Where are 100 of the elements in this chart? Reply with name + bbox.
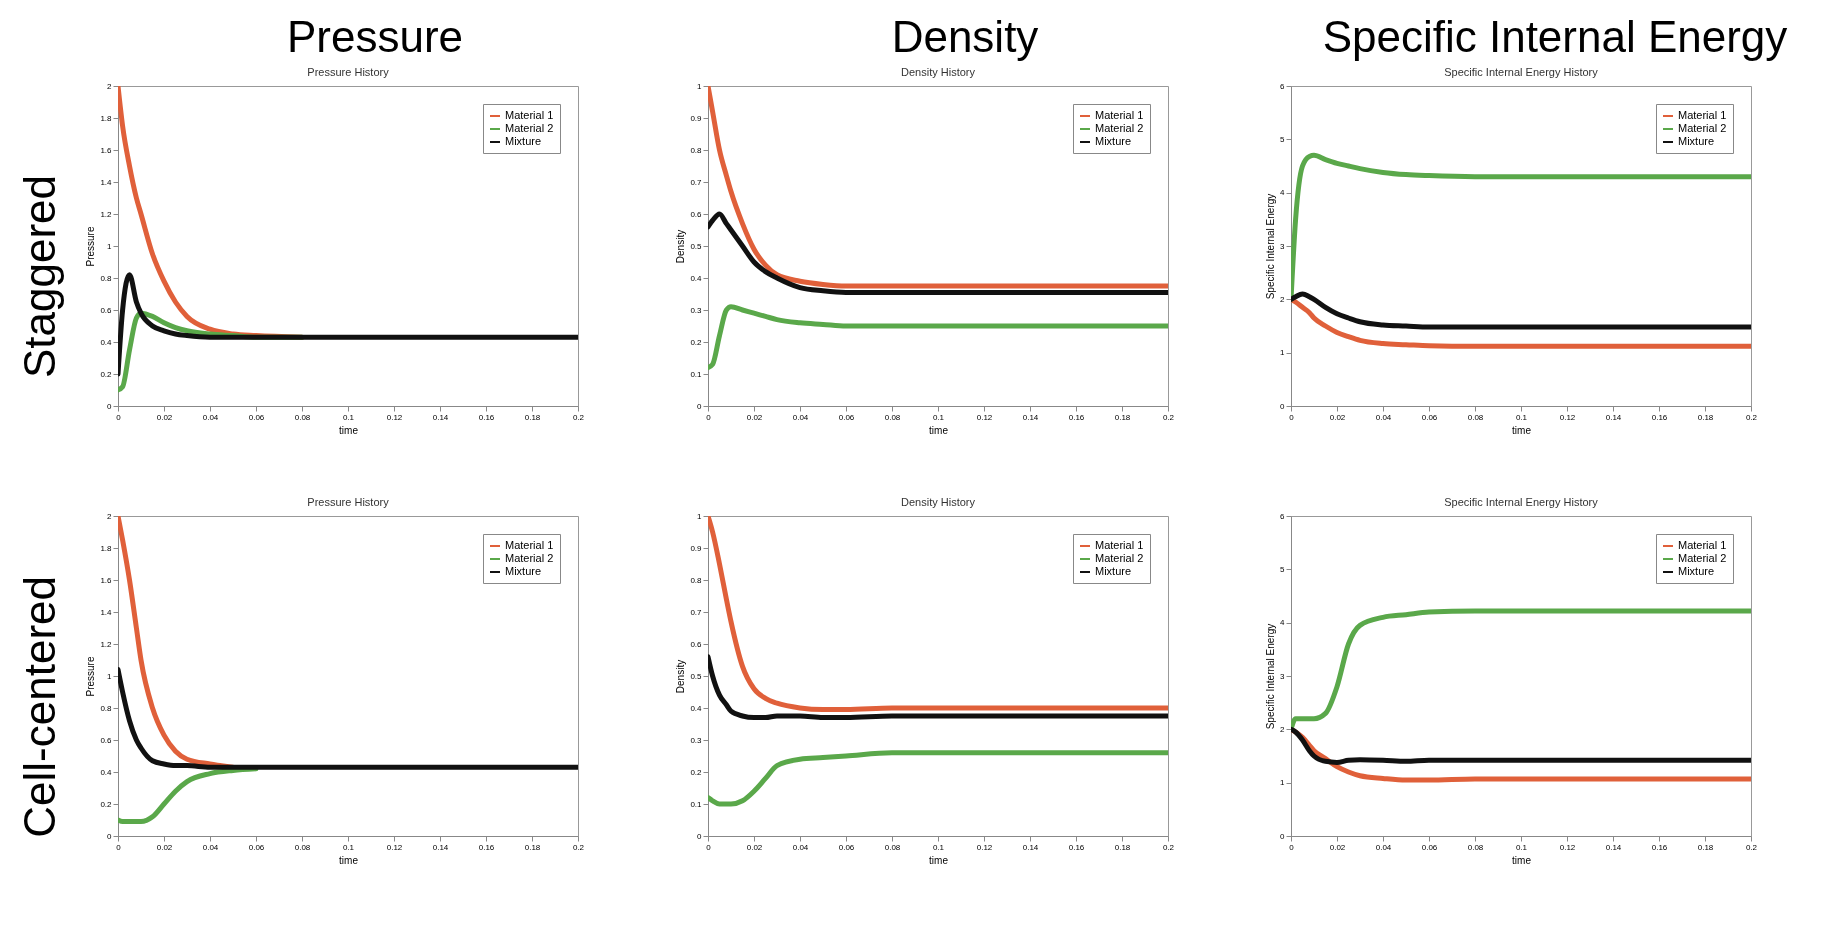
legend-label: Mixture	[1678, 565, 1715, 577]
x-tick-label: 0.1	[342, 842, 355, 852]
y-axis-title: Pressure	[85, 656, 97, 697]
x-tick-label: 0.06	[1421, 412, 1438, 422]
x-tick-label: 0.04	[202, 412, 219, 422]
y-tick-label: 1.2	[100, 209, 113, 219]
y-tick-label: 1	[697, 81, 703, 91]
x-tick-label: 0.02	[1329, 412, 1346, 422]
text: Cell-centered	[15, 576, 65, 838]
x-tick-label: 0.18	[524, 412, 541, 422]
x-tick-label: 0.18	[1697, 842, 1714, 852]
x-axis-title: time	[1512, 854, 1532, 866]
x-tick-label: 0.14	[1605, 412, 1622, 422]
y-tick-label: 0	[1280, 401, 1286, 411]
x-axis-title: time	[929, 854, 949, 866]
y-tick-label: 0	[1280, 831, 1286, 841]
y-tick-label: 3	[1280, 671, 1286, 681]
text: Specific Internal Energy	[1321, 12, 1789, 62]
x-tick-label: 0.18	[1114, 412, 1131, 422]
y-axis-title: Pressure	[85, 226, 97, 267]
x-tick-label: 0.06	[1421, 842, 1438, 852]
legend-label: Material 1	[505, 109, 554, 121]
chart-title: Pressure History	[307, 496, 390, 508]
x-tick-label: 0.2	[572, 412, 585, 422]
x-tick-label: 0	[116, 412, 122, 422]
x-tick-label: 0.12	[1559, 842, 1576, 852]
x-axis-title: time	[339, 424, 359, 436]
x-tick-label: 0	[1289, 412, 1295, 422]
y-tick-label: 0.3	[690, 735, 703, 745]
y-tick-label: 0	[107, 401, 113, 411]
text: Density	[890, 12, 1040, 62]
x-tick-label: 0	[1289, 842, 1295, 852]
chart-title: Pressure History	[307, 66, 390, 78]
y-tick-label: 1.4	[100, 607, 113, 617]
chart-title: Specific Internal Energy History	[1444, 66, 1599, 78]
y-tick-label: 0.2	[100, 799, 113, 809]
y-tick-label: 3	[1280, 241, 1286, 251]
y-tick-label: 0	[697, 401, 703, 411]
y-tick-label: 5	[1280, 134, 1286, 144]
y-tick-label: 0.5	[690, 671, 703, 681]
x-tick-label: 0.08	[884, 842, 901, 852]
x-tick-label: 0.12	[976, 842, 993, 852]
x-tick-label: 0.12	[386, 842, 403, 852]
x-tick-label: 0	[706, 412, 712, 422]
legend-label: Material 2	[1678, 122, 1727, 134]
chart-title: Density History	[901, 66, 976, 78]
legend-label: Mixture	[1095, 565, 1132, 577]
x-tick-label: 0.06	[248, 842, 265, 852]
x-tick-label: 0.2	[1745, 842, 1758, 852]
x-tick-label: 0.14	[1605, 842, 1622, 852]
y-tick-label: 6	[1280, 511, 1286, 521]
chart-title: Specific Internal Energy History	[1444, 496, 1599, 508]
legend-label: Material 1	[1678, 539, 1727, 551]
x-tick-label: 0.16	[1651, 412, 1668, 422]
y-tick-label: 0.9	[690, 113, 703, 123]
x-tick-label: 0	[116, 842, 122, 852]
y-tick-label: 6	[1280, 81, 1286, 91]
x-tick-label: 0.1	[342, 412, 355, 422]
legend-label: Material 2	[1678, 552, 1727, 564]
y-tick-label: 0.2	[100, 369, 113, 379]
y-tick-label: 0.1	[690, 369, 703, 379]
y-tick-label: 0	[697, 831, 703, 841]
x-tick-label: 0.14	[1022, 842, 1039, 852]
y-tick-label: 1	[1280, 348, 1286, 358]
y-tick-label: 0.9	[690, 543, 703, 553]
y-tick-label: 2	[107, 81, 113, 91]
y-tick-label: 0.3	[690, 305, 703, 315]
y-tick-label: 1.2	[100, 639, 113, 649]
y-tick-label: 0.8	[690, 575, 703, 585]
x-tick-label: 0.04	[792, 412, 809, 422]
x-tick-label: 0.16	[1068, 412, 1085, 422]
y-tick-label: 0.2	[690, 337, 703, 347]
legend-label: Mixture	[505, 565, 542, 577]
y-tick-label: 0.8	[100, 703, 113, 713]
y-tick-label: 0.4	[690, 703, 703, 713]
y-tick-label: 0.4	[100, 767, 113, 777]
legend-label: Material 2	[1095, 552, 1144, 564]
x-tick-label: 0.08	[294, 412, 311, 422]
x-tick-label: 0.16	[1651, 842, 1668, 852]
x-tick-label: 0.06	[838, 412, 855, 422]
y-tick-label: 2	[107, 511, 113, 521]
y-tick-label: 0	[107, 831, 113, 841]
legend-label: Mixture	[1095, 135, 1132, 147]
x-axis-title: time	[339, 854, 359, 866]
x-tick-label: 0.1	[1515, 412, 1528, 422]
x-tick-label: 0.18	[1697, 412, 1714, 422]
legend-label: Material 1	[1678, 109, 1727, 121]
legend-label: Mixture	[505, 135, 542, 147]
y-tick-label: 1	[1280, 778, 1286, 788]
x-tick-label: 0.02	[1329, 842, 1346, 852]
legend-label: Material 1	[1095, 109, 1144, 121]
x-tick-label: 0.04	[1375, 412, 1392, 422]
y-tick-label: 1.8	[100, 543, 113, 553]
x-tick-label: 0.18	[1114, 842, 1131, 852]
y-tick-label: 0.8	[100, 273, 113, 283]
x-tick-label: 0.2	[1162, 412, 1175, 422]
x-tick-label: 0.02	[746, 412, 763, 422]
x-tick-label: 0.02	[746, 842, 763, 852]
y-tick-label: 2	[1280, 724, 1286, 734]
y-tick-label: 0.6	[100, 735, 113, 745]
